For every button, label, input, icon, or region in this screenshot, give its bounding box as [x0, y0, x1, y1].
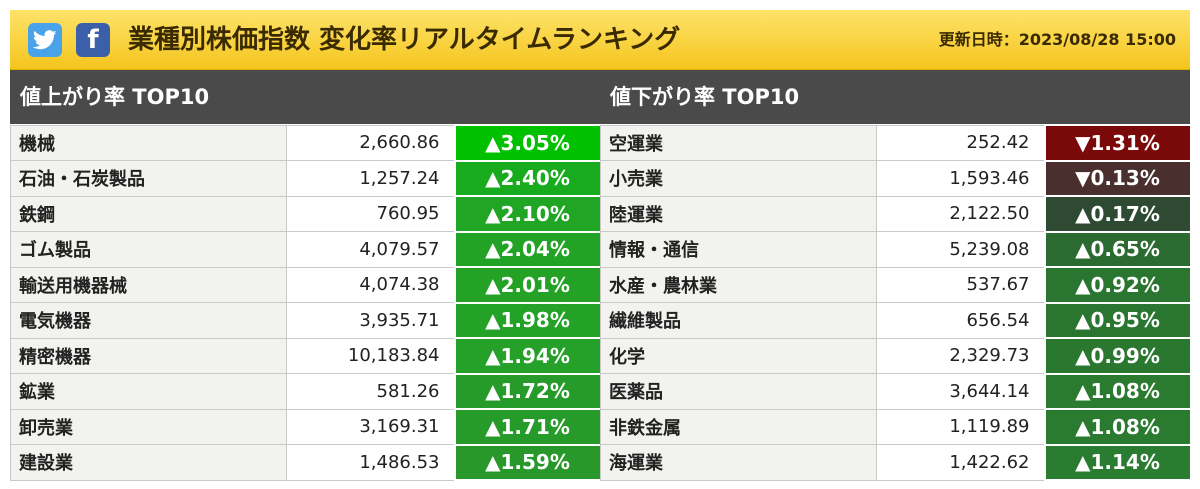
- table-row: 情報・通信 5,239.08 ▲0.65%: [600, 230, 1192, 268]
- table-row: 精密機器 10,183.84 ▲1.94%: [10, 337, 602, 375]
- change-rate: ▲1.08%: [1043, 408, 1192, 446]
- sector-name: 陸運業: [600, 195, 877, 232]
- index-value: 3,169.31: [286, 408, 455, 445]
- index-value: 252.42: [876, 124, 1045, 161]
- change-rate: ▲1.59%: [453, 443, 602, 481]
- index-value: 10,183.84: [286, 337, 455, 374]
- index-value: 1,119.89: [876, 408, 1045, 445]
- index-value: 4,074.38: [286, 266, 455, 303]
- index-value: 1,593.46: [876, 160, 1045, 197]
- index-value: 3,935.71: [286, 302, 455, 339]
- sector-name: 海運業: [600, 444, 877, 481]
- twitter-share-button[interactable]: [28, 23, 62, 57]
- table-row: ゴム製品 4,079.57 ▲2.04%: [10, 230, 602, 268]
- table-row: 医薬品 3,644.14 ▲1.08%: [600, 372, 1192, 410]
- index-value: 2,329.73: [876, 337, 1045, 374]
- sector-name: 非鉄金属: [600, 408, 877, 445]
- table-row: 建設業 1,486.53 ▲1.59%: [10, 443, 602, 481]
- change-rate: ▲3.05%: [453, 124, 602, 162]
- change-rate: ▲2.04%: [453, 230, 602, 268]
- change-rate: ▼1.31%: [1043, 124, 1192, 162]
- sector-name: 輸送用機器械: [10, 266, 287, 303]
- table-row: 化学 2,329.73 ▲0.99%: [600, 337, 1192, 375]
- facebook-share-button[interactable]: f: [76, 23, 110, 57]
- table-row: 卸売業 3,169.31 ▲1.71%: [10, 408, 602, 446]
- sector-name: 鉱業: [10, 373, 287, 410]
- sector-name: 鉄鋼: [10, 195, 287, 232]
- change-rate: ▲0.95%: [1043, 301, 1192, 339]
- change-rate: ▲1.14%: [1043, 443, 1192, 481]
- index-value: 2,660.86: [286, 124, 455, 161]
- table-row: 輸送用機器械 4,074.38 ▲2.01%: [10, 266, 602, 304]
- table-row: 小売業 1,593.46 ▼0.13%: [600, 159, 1192, 197]
- change-rate: ▲2.40%: [453, 159, 602, 197]
- sector-name: 石油・石炭製品: [10, 160, 287, 197]
- sector-name: 情報・通信: [600, 231, 877, 268]
- sector-name: 空運業: [600, 124, 877, 161]
- index-value: 3,644.14: [876, 373, 1045, 410]
- index-value: 4,079.57: [286, 231, 455, 268]
- sector-name: 医薬品: [600, 373, 877, 410]
- table-row: 水産・農林業 537.67 ▲0.92%: [600, 266, 1192, 304]
- change-rate: ▲0.92%: [1043, 266, 1192, 304]
- sector-name: 水産・農林業: [600, 266, 877, 303]
- gainers-heading: 値上がり率 TOP10: [10, 70, 600, 124]
- sector-name: 電気機器: [10, 302, 287, 339]
- change-rate: ▲2.10%: [453, 195, 602, 233]
- change-rate: ▲1.71%: [453, 408, 602, 446]
- change-rate: ▲1.72%: [453, 372, 602, 410]
- change-rate: ▲1.94%: [453, 337, 602, 375]
- index-value: 760.95: [286, 195, 455, 232]
- index-value: 1,257.24: [286, 160, 455, 197]
- table-row: 繊維製品 656.54 ▲0.95%: [600, 301, 1192, 339]
- table-row: 鉱業 581.26 ▲1.72%: [10, 372, 602, 410]
- losers-panel: 値下がり率 TOP10 空運業 252.42 ▼1.31% 小売業 1,593.46 ▼0…: [600, 70, 1192, 481]
- table-row: 陸運業 2,122.50 ▲0.17%: [600, 195, 1192, 233]
- change-rate: ▲0.99%: [1043, 337, 1192, 375]
- twitter-icon: [33, 30, 57, 50]
- page-title: 業種別株価指数 変化率リアルタイムランキング: [128, 25, 681, 55]
- sector-name: 化学: [600, 337, 877, 374]
- sector-name: 卸売業: [10, 408, 287, 445]
- losers-table: 空運業 252.42 ▼1.31% 小売業 1,593.46 ▼0.13% 陸運業 2,122…: [600, 124, 1192, 481]
- change-rate: ▲2.01%: [453, 266, 602, 304]
- change-rate: ▲1.98%: [453, 301, 602, 339]
- sector-name: 機械: [10, 124, 287, 161]
- sector-name: 小売業: [600, 160, 877, 197]
- change-rate: ▲1.08%: [1043, 372, 1192, 410]
- change-rate: ▲0.65%: [1043, 230, 1192, 268]
- sector-name: ゴム製品: [10, 231, 287, 268]
- index-value: 5,239.08: [876, 231, 1045, 268]
- index-value: 656.54: [876, 302, 1045, 339]
- table-row: 機械 2,660.86 ▲3.05%: [10, 124, 602, 162]
- updated-timestamp: 更新日時：2023/08/28 15:00: [938, 30, 1176, 49]
- table-row: 非鉄金属 1,119.89 ▲1.08%: [600, 408, 1192, 446]
- facebook-icon: f: [87, 25, 99, 55]
- index-value: 2,122.50: [876, 195, 1045, 232]
- table-row: 海運業 1,422.62 ▲1.14%: [600, 443, 1192, 481]
- index-value: 1,422.62: [876, 444, 1045, 481]
- index-value: 537.67: [876, 266, 1045, 303]
- losers-heading: 値下がり率 TOP10: [600, 70, 1190, 124]
- table-row: 鉄鋼 760.95 ▲2.10%: [10, 195, 602, 233]
- page-header: f 業種別株価指数 変化率リアルタイムランキング 更新日時：2023/08/28…: [10, 10, 1190, 70]
- sector-name: 繊維製品: [600, 302, 877, 339]
- table-row: 電気機器 3,935.71 ▲1.98%: [10, 301, 602, 339]
- index-value: 1,486.53: [286, 444, 455, 481]
- sector-name: 建設業: [10, 444, 287, 481]
- sector-name: 精密機器: [10, 337, 287, 374]
- table-row: 空運業 252.42 ▼1.31%: [600, 124, 1192, 162]
- index-value: 581.26: [286, 373, 455, 410]
- gainers-table: 機械 2,660.86 ▲3.05% 石油・石炭製品 1,257.24 ▲2.40% 鉄鋼 7…: [10, 124, 602, 481]
- change-rate: ▲0.17%: [1043, 195, 1192, 233]
- table-row: 石油・石炭製品 1,257.24 ▲2.40%: [10, 159, 602, 197]
- change-rate: ▼0.13%: [1043, 159, 1192, 197]
- gainers-panel: 値上がり率 TOP10 機械 2,660.86 ▲3.05% 石油・石炭製品 1,257…: [10, 70, 602, 481]
